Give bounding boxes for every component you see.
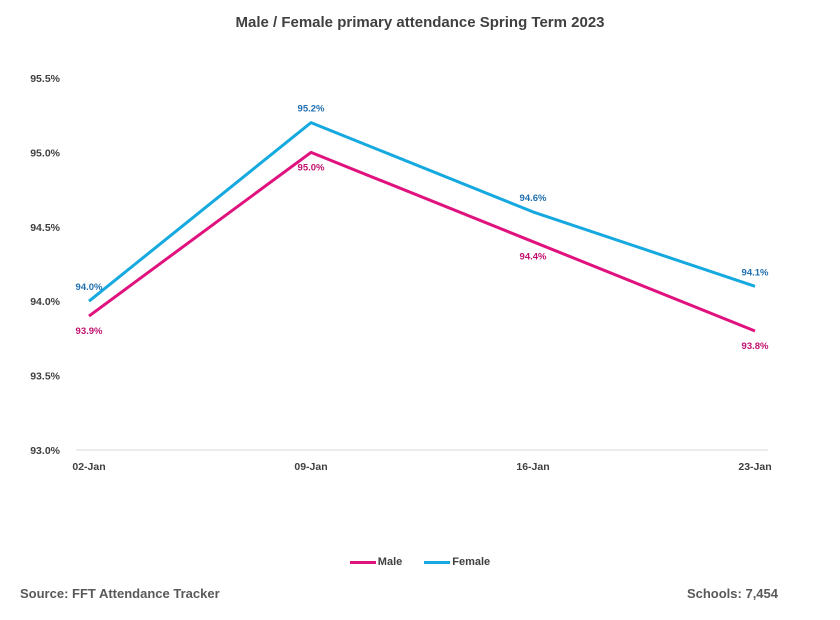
- y-tick-label: 94.5%: [30, 222, 60, 234]
- data-label-female: 95.2%: [298, 104, 325, 115]
- data-label-female: 94.6%: [520, 193, 547, 204]
- x-tick-label: 02-Jan: [72, 461, 105, 473]
- y-tick-label: 93.0%: [30, 445, 60, 457]
- y-tick-label: 95.5%: [30, 73, 60, 85]
- source-note: Source: FFT Attendance Tracker: [20, 586, 220, 601]
- legend-label-male: Male: [377, 556, 403, 568]
- legend-item-female: Female: [424, 556, 490, 568]
- data-label-male: 95.0%: [298, 162, 325, 173]
- y-tick-label: 95.0%: [30, 147, 60, 159]
- y-tick-label: 93.5%: [30, 371, 60, 383]
- data-label-male: 93.9%: [76, 326, 103, 337]
- legend-label-female: Female: [452, 556, 491, 568]
- x-tick-label: 09-Jan: [294, 461, 327, 473]
- chart-legend: Male Female: [0, 556, 840, 568]
- data-label-male: 93.8%: [742, 341, 769, 352]
- data-label-female: 94.0%: [76, 282, 103, 293]
- series-line-male: [88, 150, 756, 333]
- legend-swatch-male: [349, 560, 376, 564]
- data-label-female: 94.1%: [742, 267, 769, 278]
- legend-item-male: Male: [349, 556, 403, 568]
- data-label-male: 94.4%: [520, 252, 547, 263]
- chart-title: Male / Female primary attendance Spring …: [235, 14, 605, 31]
- series-line-female: [88, 121, 756, 303]
- x-tick-label: 16-Jan: [516, 461, 549, 473]
- y-tick-label: 94.0%: [30, 296, 60, 308]
- legend-swatch-female: [424, 560, 451, 564]
- x-tick-label: 23-Jan: [738, 461, 771, 473]
- schools-count: Schools: 7,454: [686, 586, 778, 601]
